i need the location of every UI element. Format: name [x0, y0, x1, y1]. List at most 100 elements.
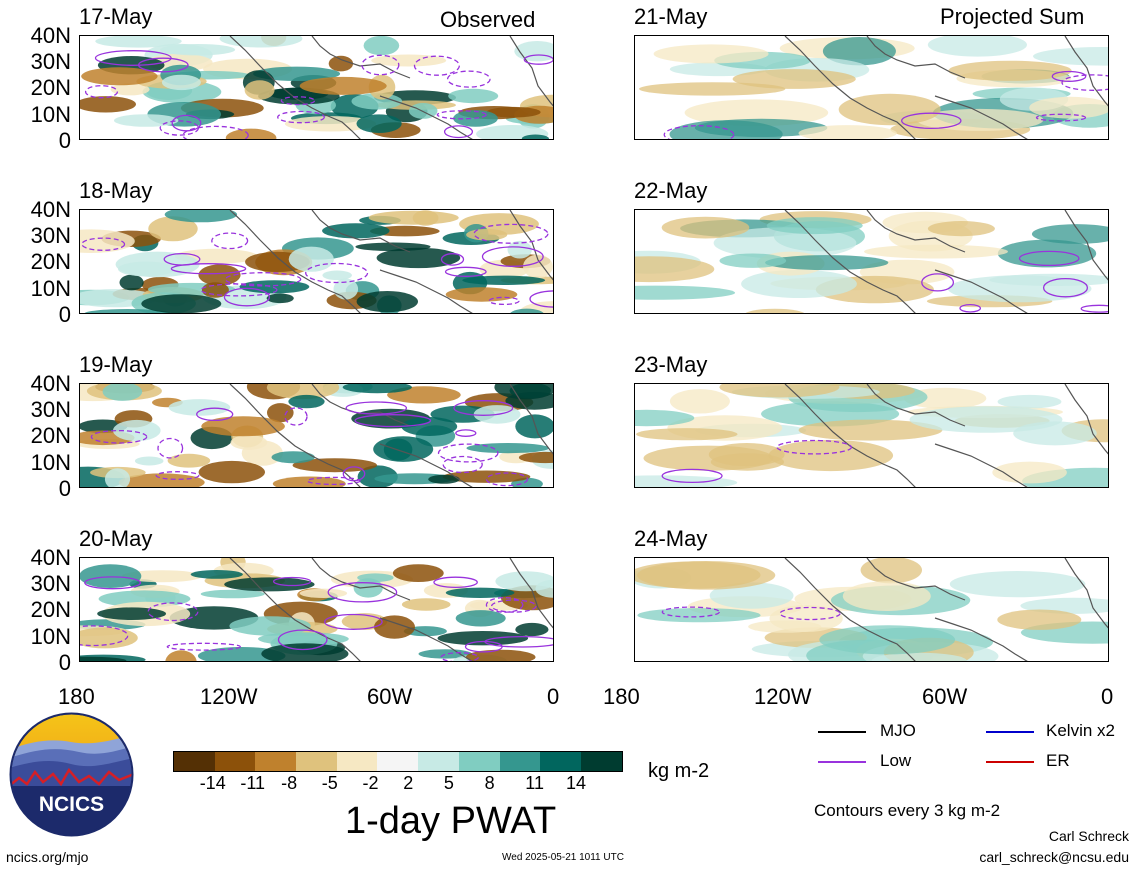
colorbar-tick-label: -8 — [281, 773, 298, 793]
contour-line — [464, 640, 503, 653]
y-tick-label: 0 — [58, 649, 71, 675]
contour-line — [1018, 250, 1080, 267]
anomaly-blob — [261, 643, 349, 661]
colorbar-unit: kg m-2 — [648, 760, 710, 782]
anomaly-blob — [288, 394, 325, 409]
y-tick-label: 40N — [30, 23, 71, 48]
logo-text: NCICS — [39, 793, 104, 816]
anomaly-blob — [635, 409, 695, 427]
anomaly-blob — [719, 253, 787, 268]
anomaly-blob — [745, 308, 805, 313]
anomaly-blob — [486, 106, 541, 118]
x-tick-label: 120W — [754, 684, 812, 709]
contour-line — [1042, 277, 1089, 298]
footer-author: Carl Schreck — [1048, 828, 1129, 844]
anomaly-blob — [376, 247, 461, 269]
map-panel-observed — [79, 209, 554, 314]
contour-line — [529, 290, 553, 308]
contour-line — [433, 576, 478, 589]
x-tick-label: 60W — [367, 684, 413, 709]
anomaly-blob — [219, 36, 303, 48]
anomaly-blob — [462, 275, 546, 285]
anomaly-blob — [637, 608, 761, 623]
anomaly-blob — [230, 435, 268, 450]
contour-line — [182, 125, 249, 139]
y-tick-label: 20N — [30, 249, 71, 275]
anomaly-blob — [271, 451, 315, 464]
contour-line — [272, 576, 312, 587]
panel-date-label: 19-May — [79, 352, 153, 377]
anomaly-blob — [160, 44, 236, 56]
anomaly-blob — [494, 384, 553, 400]
contour-line — [277, 110, 325, 124]
y-tick-label: 0 — [58, 127, 71, 153]
contour-line — [1051, 70, 1087, 82]
anomaly-blob — [838, 93, 941, 126]
contour-line — [305, 262, 369, 284]
x-tick-label: 0 — [547, 684, 560, 709]
anomaly-blob — [95, 36, 182, 48]
contour-line — [345, 401, 408, 415]
contour-line — [155, 471, 200, 480]
anomaly-blob — [428, 474, 460, 484]
colorbar-swatch — [255, 752, 297, 771]
anomaly-blob — [864, 244, 1008, 259]
contour-line — [1080, 304, 1108, 313]
anomaly-blob — [766, 217, 863, 235]
y-tick-label: 40N — [30, 197, 71, 222]
anomaly-blob — [118, 261, 175, 277]
panel-date-label: 22-May — [634, 178, 708, 203]
contour-line — [901, 112, 962, 130]
anomaly-blob — [669, 389, 730, 414]
anomaly-blob — [448, 88, 499, 104]
anomaly-blob — [118, 473, 205, 487]
anomaly-blob — [401, 417, 458, 436]
anomaly-blob — [322, 270, 352, 281]
anomaly-blob — [161, 74, 201, 91]
coastline — [784, 210, 1108, 313]
panel-date-label: 24-May — [634, 526, 708, 551]
y-tick-label: 10N — [30, 101, 71, 127]
colorbar-swatch — [174, 752, 215, 771]
anomaly-blob — [374, 615, 415, 639]
contour-line — [523, 54, 553, 65]
contour-line — [776, 439, 853, 455]
anomaly-blob — [114, 114, 179, 127]
colorbar-tick-label: 2 — [403, 773, 414, 793]
y-tick-label: 0 — [58, 475, 71, 501]
anomaly-blob — [418, 649, 472, 659]
anomaly-blob — [392, 564, 444, 582]
anomaly-blob — [113, 419, 161, 442]
anomaly-blob — [292, 458, 377, 473]
map-panel-observed — [79, 383, 554, 488]
anomaly-blob — [466, 229, 508, 241]
contour-line — [779, 606, 841, 621]
legend-label-er: ER — [1046, 751, 1070, 770]
contour-line — [442, 455, 483, 474]
coastline — [784, 384, 1108, 487]
contour-line — [170, 263, 247, 275]
contour-line — [211, 232, 249, 250]
anomaly-blob — [1033, 47, 1108, 66]
anomaly-blob — [266, 293, 294, 304]
anomaly-blob — [643, 445, 774, 471]
anomaly-blob — [1031, 224, 1108, 244]
anomaly-blob — [1029, 96, 1108, 119]
colorbar-swatch — [540, 752, 581, 771]
x-tick-label: 0 — [1101, 684, 1114, 709]
anomaly-blob — [201, 416, 285, 437]
anomaly-blob — [719, 384, 840, 398]
footer-site[interactable]: ncics.org/mjo — [6, 849, 89, 865]
coastline — [229, 210, 553, 313]
footer-email[interactable]: carl_schreck@ncsu.edu — [979, 849, 1129, 865]
map-panel-observed — [79, 35, 554, 140]
panel-date-label: 18-May — [79, 178, 153, 203]
anomaly-blob — [357, 573, 394, 582]
anomaly-blob — [822, 37, 896, 66]
anomaly-blob — [927, 221, 995, 237]
contour-line — [663, 125, 735, 139]
contour-line — [224, 272, 302, 287]
anomaly-blob — [356, 114, 402, 133]
anomaly-blob — [80, 627, 138, 649]
anomaly-blob — [134, 456, 164, 466]
